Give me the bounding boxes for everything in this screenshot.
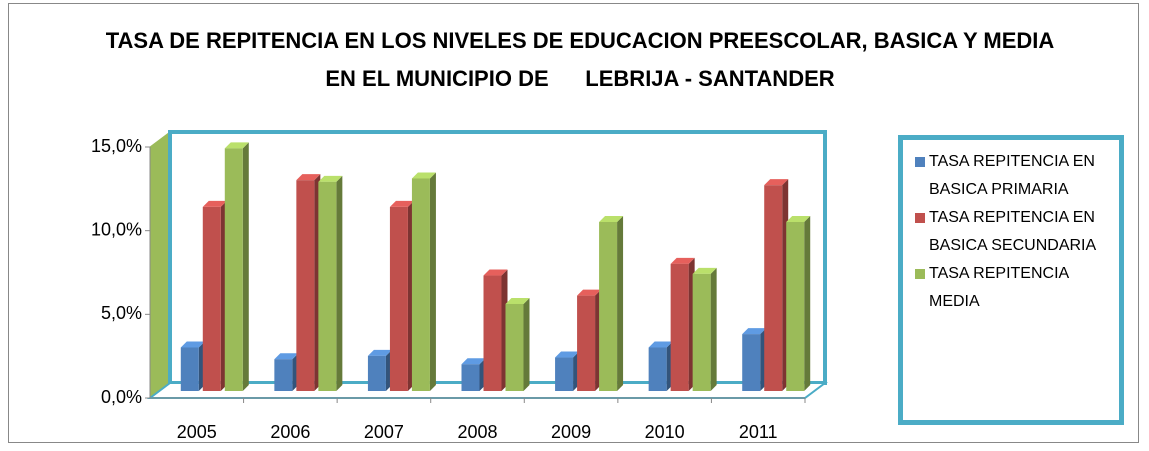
bar-top bbox=[411, 172, 436, 179]
legend-label: TASA REPITENCIA EN BASICA SECUNDARIA bbox=[929, 209, 1097, 254]
y-tick-label: 5,0% bbox=[101, 303, 142, 323]
x-tick-label: 2009 bbox=[551, 422, 591, 442]
bar-top bbox=[296, 174, 321, 181]
bar bbox=[318, 181, 337, 391]
bar-top bbox=[555, 351, 580, 358]
bar-top bbox=[180, 341, 205, 348]
legend-item: TASA REPITENCIA MEDIA bbox=[915, 260, 1119, 316]
bar bbox=[367, 355, 386, 391]
bar bbox=[411, 178, 430, 391]
bar-side bbox=[429, 172, 436, 391]
legend-label: TASA REPITENCIA MEDIA bbox=[929, 265, 1069, 310]
bar-side bbox=[242, 142, 249, 391]
bar-side bbox=[523, 297, 530, 391]
bar bbox=[670, 263, 689, 391]
bar-top bbox=[599, 215, 624, 222]
bar bbox=[296, 180, 315, 391]
y-tick-label: 10,0% bbox=[91, 219, 142, 239]
x-tick-label: 2010 bbox=[645, 422, 685, 442]
x-tick-label: 2005 bbox=[177, 422, 217, 442]
bar-top bbox=[318, 175, 343, 182]
bar bbox=[692, 273, 711, 391]
legend: TASA REPITENCIA EN BASICA PRIMARIA TASA R… bbox=[898, 135, 1124, 425]
left-wall bbox=[149, 131, 171, 399]
legend-swatch bbox=[915, 213, 925, 223]
bar bbox=[224, 148, 243, 391]
bar-top bbox=[483, 269, 508, 276]
bar-top bbox=[505, 297, 530, 304]
bar-top bbox=[742, 328, 767, 335]
chart-frame bbox=[8, 3, 1139, 443]
bar-top bbox=[648, 341, 673, 348]
bar-side bbox=[617, 215, 624, 391]
bar-top bbox=[389, 200, 414, 207]
bar-top bbox=[692, 267, 717, 274]
chart-title: TASA DE REPITENCIA EN LOS NIVELES DE EDU… bbox=[105, 28, 1061, 91]
bar-side bbox=[710, 267, 717, 391]
bar bbox=[274, 359, 293, 391]
bar-side bbox=[336, 175, 343, 391]
bar-top bbox=[764, 179, 789, 186]
y-tick-label: 0,0% bbox=[101, 387, 142, 407]
bar bbox=[577, 295, 596, 391]
bar-top bbox=[670, 257, 695, 264]
legend-item: TASA REPITENCIA EN BASICA PRIMARIA bbox=[915, 148, 1119, 204]
bar-top bbox=[224, 142, 249, 149]
x-tick-label: 2011 bbox=[739, 422, 778, 442]
x-tick-label: 2006 bbox=[270, 422, 310, 442]
bar-top bbox=[786, 215, 811, 222]
bar bbox=[202, 206, 221, 391]
bar-top bbox=[461, 358, 486, 365]
bar-top bbox=[367, 349, 392, 356]
bar bbox=[461, 364, 480, 391]
legend-swatch bbox=[915, 157, 925, 167]
bar bbox=[180, 347, 199, 391]
bar-top bbox=[274, 353, 299, 360]
x-tick-label: 2008 bbox=[457, 422, 497, 442]
bar bbox=[389, 206, 408, 391]
bar bbox=[648, 347, 667, 391]
legend-label: TASA REPITENCIA EN BASICA PRIMARIA bbox=[929, 153, 1095, 198]
bar bbox=[599, 221, 618, 391]
bar bbox=[742, 334, 761, 391]
bar-top bbox=[577, 289, 602, 296]
bar-top bbox=[202, 200, 227, 207]
bar bbox=[505, 303, 524, 391]
bar-side bbox=[804, 215, 811, 391]
x-tick-label: 2007 bbox=[364, 422, 404, 442]
bar bbox=[483, 275, 502, 391]
bar bbox=[786, 221, 805, 391]
bar bbox=[764, 185, 783, 391]
legend-swatch bbox=[915, 269, 925, 279]
legend-item: TASA REPITENCIA EN BASICA SECUNDARIA bbox=[915, 204, 1119, 260]
y-tick-label: 15,0% bbox=[91, 136, 142, 156]
bar bbox=[555, 357, 574, 391]
